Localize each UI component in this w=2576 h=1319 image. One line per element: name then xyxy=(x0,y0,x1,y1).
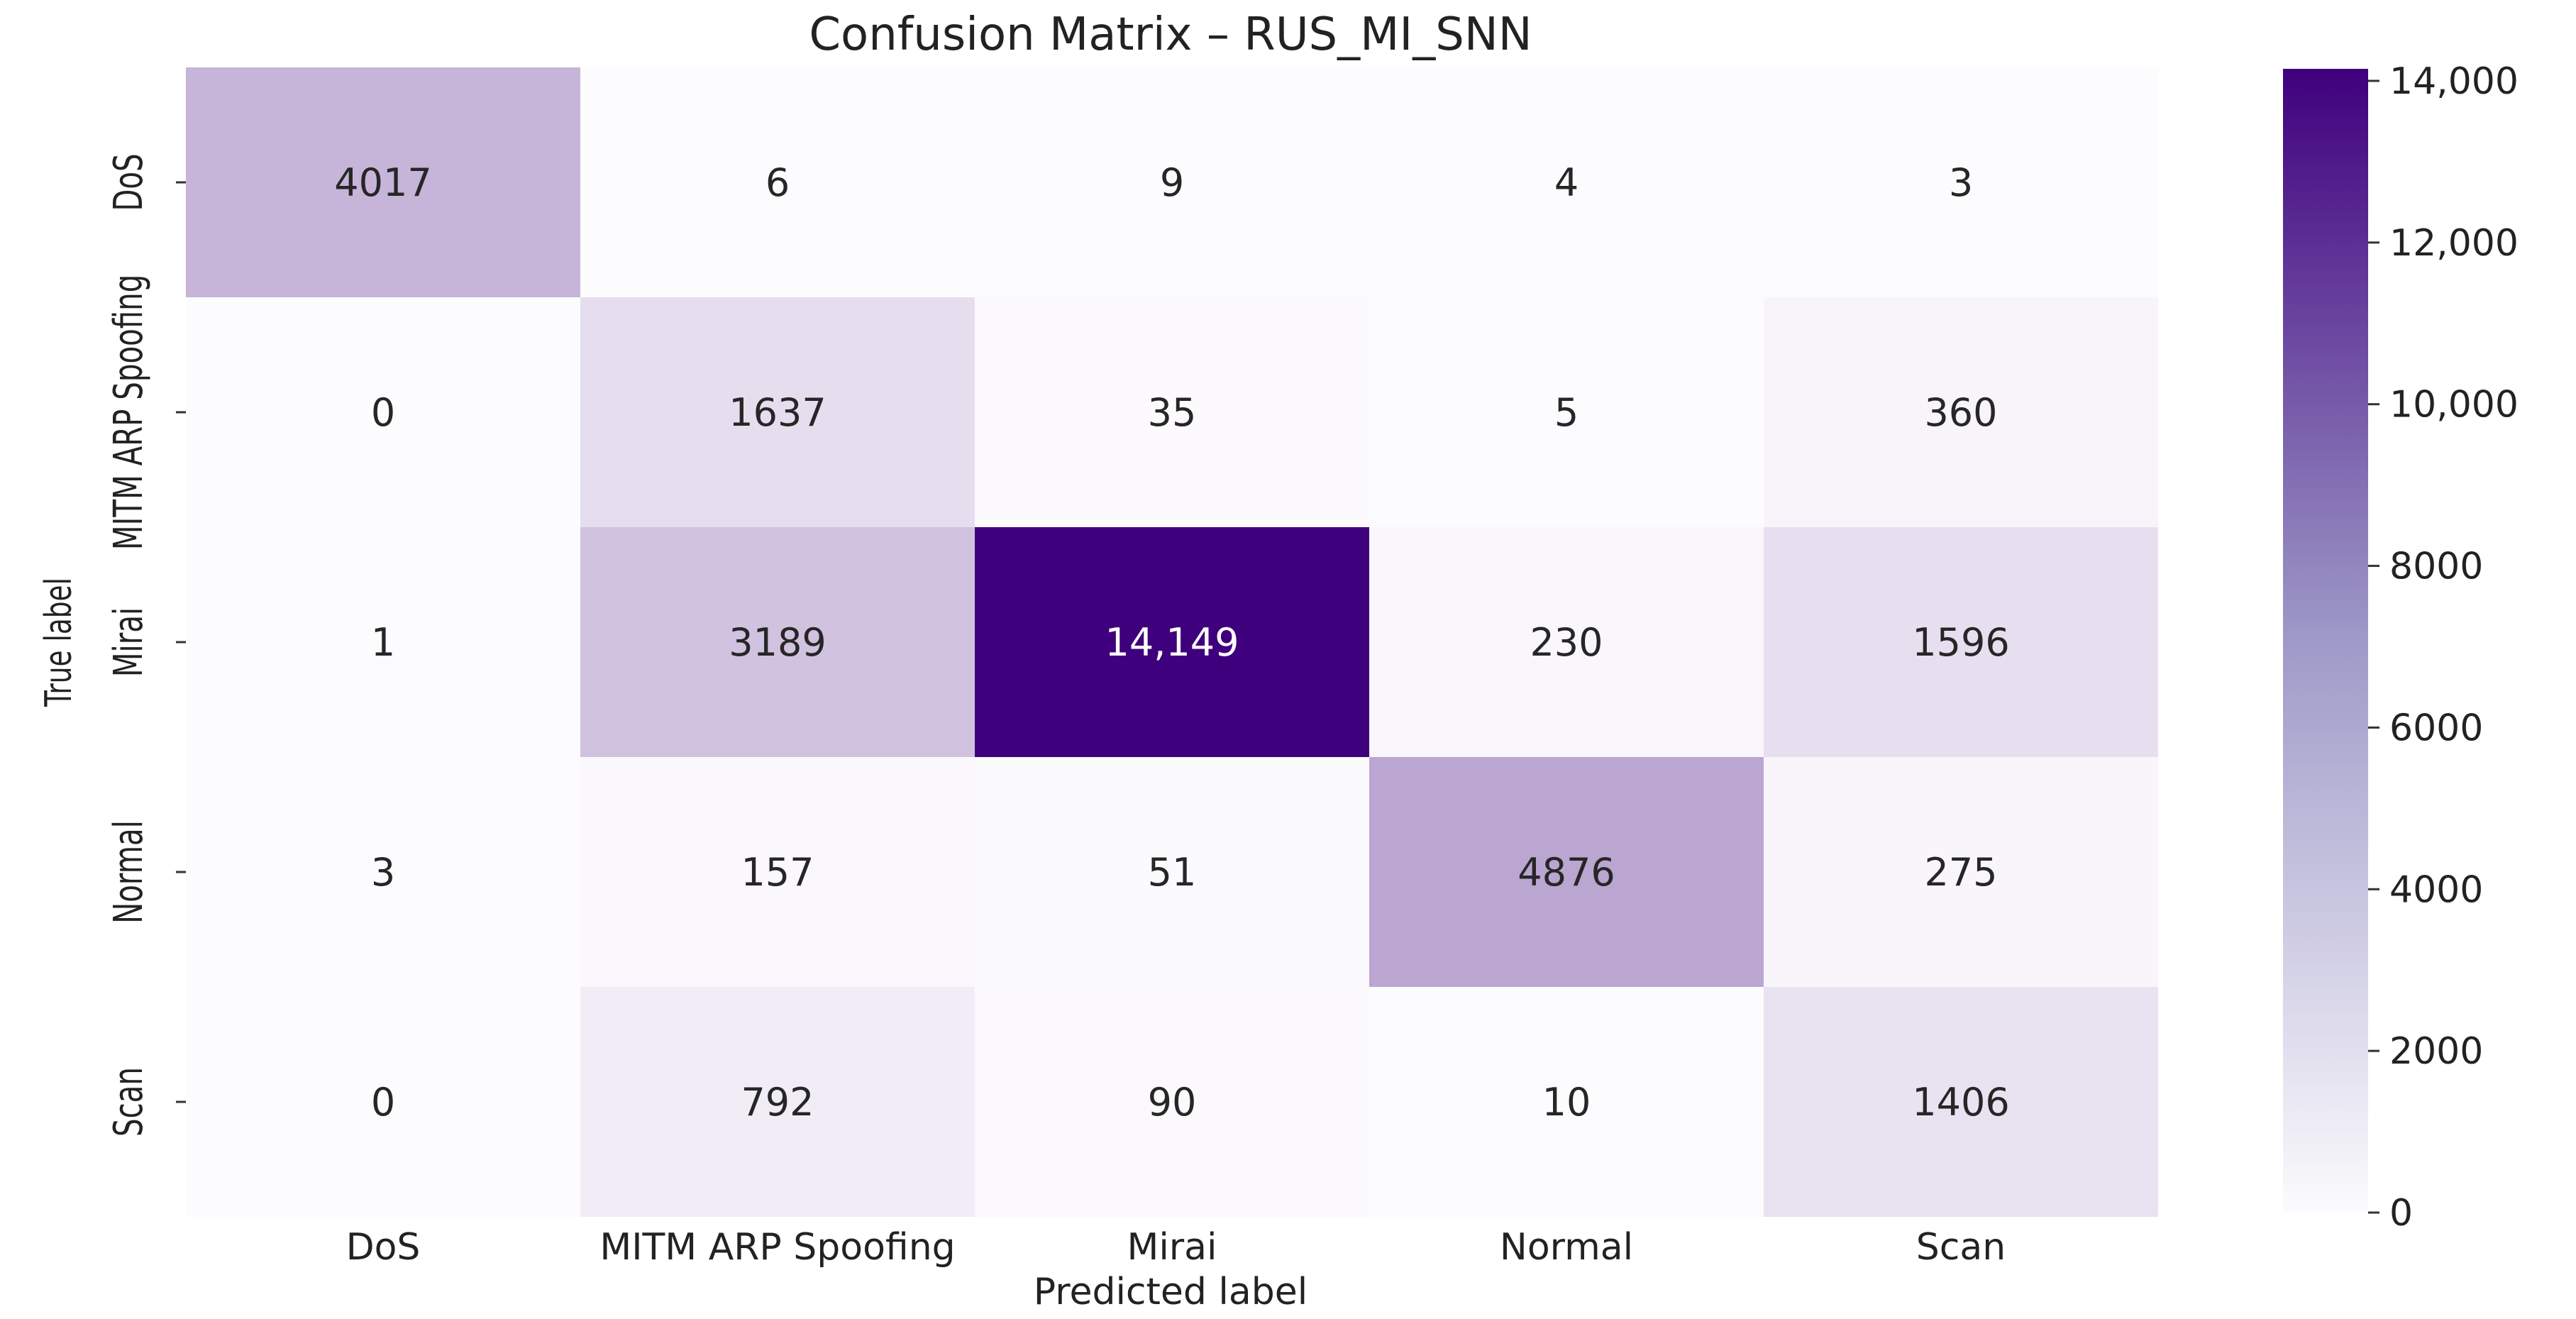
cell-value-3-2: 51 xyxy=(1148,850,1197,895)
x-axis-ticks: DoS MITM ARP Spoofing Mirai Normal Scan xyxy=(346,1226,2006,1269)
heatmap-cell-3-0 xyxy=(186,757,580,987)
heatmap-cell-3-2 xyxy=(975,757,1369,987)
cell-value-2-3: 230 xyxy=(1530,620,1603,665)
cell-value-2-0: 1 xyxy=(371,620,395,665)
cell-value-2-1: 3189 xyxy=(729,620,826,665)
heatmap-cell-3-1 xyxy=(580,757,975,987)
cell-value-1-4: 360 xyxy=(1924,390,1997,435)
y-axis-label: True label xyxy=(37,578,80,707)
colorbar-tick-label-5: 10,000 xyxy=(2389,384,2519,426)
heatmap-cell-4-0 xyxy=(186,987,580,1217)
cell-value-3-3: 4876 xyxy=(1518,850,1615,895)
x-tick-label-1: MITM ARP Spoofing xyxy=(599,1226,955,1269)
colorbar-tick-label-3: 6000 xyxy=(2389,707,2483,749)
heatmap-cell-1-1 xyxy=(580,297,975,527)
colorbar-tick-label-2: 4000 xyxy=(2389,868,2483,911)
heatmap-cell-2-0 xyxy=(186,527,580,757)
x-tick-label-3: Normal xyxy=(1500,1226,1633,1269)
cell-value-1-3: 5 xyxy=(1554,390,1579,435)
heatmap-cell-4-3 xyxy=(1369,987,1764,1217)
colorbar-tick-label-1: 2000 xyxy=(2389,1030,2483,1073)
cell-value-4-4: 1406 xyxy=(1912,1080,2009,1125)
y-tick-label-2: Mirai xyxy=(105,607,151,677)
heatmap-cell-0-3 xyxy=(1369,67,1764,297)
cell-value-4-0: 0 xyxy=(371,1080,395,1125)
colorbar-tick-label-0: 0 xyxy=(2389,1192,2413,1235)
colorbar-tick-label-7: 14,000 xyxy=(2389,60,2519,103)
heatmap-cell-3-3 xyxy=(1369,757,1764,987)
cell-value-0-4: 3 xyxy=(1949,160,1973,205)
y-tick-label-4: Scan xyxy=(105,1067,151,1137)
heatmap-cell-0-0 xyxy=(186,67,580,297)
heatmap-cell-1-0 xyxy=(186,297,580,527)
y-tick-label-3: Normal xyxy=(105,820,151,924)
cell-value-1-0: 0 xyxy=(371,390,395,435)
colorbar-tick-label-6: 12,000 xyxy=(2389,222,2519,265)
colorbar: 0 2000 4000 6000 8000 10,000 12,000 14,000 xyxy=(2283,60,2519,1235)
heatmap-cell-2-3 xyxy=(1369,527,1764,757)
cell-value-0-1: 6 xyxy=(765,160,790,205)
cell-value-3-4: 275 xyxy=(1924,850,1997,895)
cell-value-4-2: 90 xyxy=(1148,1080,1197,1125)
heatmap-cell-3-4 xyxy=(1764,757,2158,987)
x-tick-label-0: DoS xyxy=(346,1226,421,1269)
cell-value-0-2: 9 xyxy=(1160,160,1184,205)
colorbar-gradient xyxy=(2283,69,2368,1213)
cell-value-2-2: 14,149 xyxy=(1105,620,1239,665)
heatmap-cell-1-2 xyxy=(975,297,1369,527)
x-tick-label-2: Mirai xyxy=(1127,1226,1217,1269)
cell-value-3-0: 3 xyxy=(371,850,395,895)
colorbar-tick-label-4: 8000 xyxy=(2389,546,2483,588)
heatmap-cell-2-1 xyxy=(580,527,975,757)
cell-value-0-3: 4 xyxy=(1554,160,1579,205)
heatmap-cell-0-1 xyxy=(580,67,975,297)
heatmap-cell-4-1 xyxy=(580,987,975,1217)
cell-value-3-1: 157 xyxy=(741,850,814,895)
heatmap-cell-0-4 xyxy=(1764,67,2158,297)
heatmap-cell-4-4 xyxy=(1764,987,2158,1217)
heatmap-grid: 4017 6 9 4 3 0 1637 35 5 360 1 3189 14,149 230 1596 3 15… xyxy=(186,67,2158,1217)
cell-value-4-3: 10 xyxy=(1542,1080,1591,1125)
heatmap-cell-1-4 xyxy=(1764,297,2158,527)
cell-value-0-0: 4017 xyxy=(334,160,431,205)
x-tick-label-4: Scan xyxy=(1916,1226,2006,1269)
x-axis-label: Predicted label xyxy=(1034,1271,1308,1313)
cell-value-1-2: 35 xyxy=(1148,390,1197,435)
cell-value-1-1: 1637 xyxy=(729,390,826,435)
chart-title: Confusion Matrix – RUS_MI_SNN xyxy=(809,9,1532,61)
y-tick-label-0: DoS xyxy=(105,153,151,211)
heatmap-cell-2-4 xyxy=(1764,527,2158,757)
cell-value-2-4: 1596 xyxy=(1912,620,2009,665)
y-tick-label-1: MITM ARP Spoofing xyxy=(105,275,151,551)
heatmap-cell-4-2 xyxy=(975,987,1369,1217)
cell-value-4-1: 792 xyxy=(741,1080,814,1125)
y-axis-ticks: DoS MITM ARP Spoofing Mirai Normal Scan xyxy=(105,153,186,1137)
heatmap-cell-0-2 xyxy=(975,67,1369,297)
heatmap-cell-2-2 xyxy=(975,527,1369,757)
heatmap-cell-1-3 xyxy=(1369,297,1764,527)
